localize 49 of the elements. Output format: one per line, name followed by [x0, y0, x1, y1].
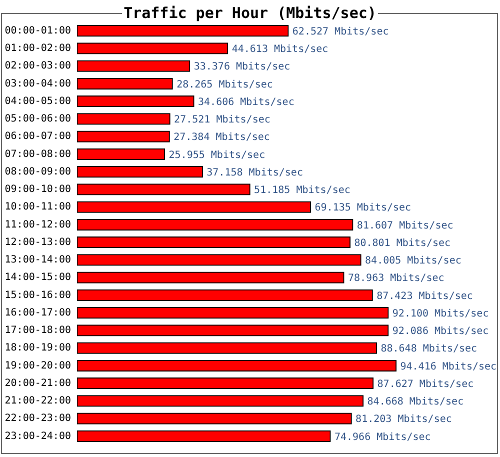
- y-tick-label: 11:00-12:00: [4, 219, 71, 230]
- data-label: 81.607 Mbits/sec: [356, 220, 454, 232]
- y-tick-label: 13:00-14:00: [4, 254, 71, 266]
- data-label: 78.963 Mbits/sec: [348, 273, 444, 284]
- y-tick-label: 12:00-13:00: [4, 236, 71, 248]
- y-tick-label: 17:00-18:00: [4, 325, 71, 336]
- data-label: 44.613 Mbits/sec: [232, 44, 328, 56]
- data-label: 25.955 Mbits/sec: [168, 150, 266, 161]
- data-label: 33.376 Mbits/sec: [194, 62, 290, 73]
- data-label: 92.100 Mbits/sec: [392, 308, 489, 320]
- y-tick-label: 10:00-11:00: [4, 202, 71, 213]
- y-tick-label: 23:00-24:00: [4, 430, 71, 442]
- data-label: 87.423 Mbits/sec: [376, 290, 473, 302]
- y-tick-label: 01:00-02:00: [4, 43, 71, 54]
- data-label: 37.158 Mbits/sec: [206, 167, 303, 178]
- data-label: 80.801 Mbits/sec: [354, 238, 451, 249]
- y-tick-label: 15:00-16:00: [4, 290, 71, 301]
- y-tick-label: 08:00-09:00: [4, 166, 71, 178]
- y-tick-label: 03:00-04:00: [4, 78, 71, 90]
- y-tick-label: 02:00-03:00: [4, 60, 71, 72]
- y-tick-label: 18:00-19:00: [4, 342, 71, 354]
- y-tick-label: 22:00-23:00: [4, 413, 71, 424]
- data-label: 87.627 Mbits/sec: [377, 378, 474, 390]
- y-tick-label: 20:00-21:00: [4, 378, 71, 389]
- data-label: 74.966 Mbits/sec: [334, 432, 431, 443]
- y-tick-label: 00:00-01:00: [4, 25, 71, 36]
- y-tick-label: 16:00-17:00: [4, 307, 71, 318]
- y-tick-label: 09:00-10:00: [4, 184, 71, 196]
- y-tick-label: 21:00-22:00: [4, 396, 71, 407]
- data-label: 94.416 Mbits/sec: [400, 361, 497, 372]
- data-label: 51.185 Mbits/sec: [254, 185, 350, 196]
- data-label: 92.086 Mbits/sec: [392, 326, 489, 338]
- data-label: 28.265 Mbits/sec: [176, 79, 273, 90]
- y-tick-label: 19:00-20:00: [4, 360, 71, 372]
- data-label: 69.135 Mbits/sec: [314, 202, 412, 214]
- data-label: 34.606 Mbits/sec: [198, 96, 294, 108]
- data-label: 62.527 Mbits/sec: [292, 26, 389, 38]
- data-label: 27.521 Mbits/sec: [174, 114, 270, 126]
- y-tick-label: 07:00-08:00: [4, 148, 71, 160]
- y-tick-label: 05:00-06:00: [4, 114, 71, 125]
- data-label: 27.384 Mbits/sec: [174, 132, 270, 144]
- chart-title: Traffic per Hour (Mbits/sec): [122, 4, 378, 22]
- data-label: 88.648 Mbits/sec: [380, 344, 478, 355]
- y-tick-label: 06:00-07:00: [4, 131, 71, 142]
- y-tick-label: 04:00-05:00: [4, 96, 71, 107]
- data-label: 84.005 Mbits/sec: [365, 256, 462, 267]
- y-tick-label: 14:00-15:00: [4, 272, 71, 284]
- data-label: 84.668 Mbits/sec: [367, 396, 464, 408]
- data-label: 81.203 Mbits/sec: [356, 414, 452, 426]
